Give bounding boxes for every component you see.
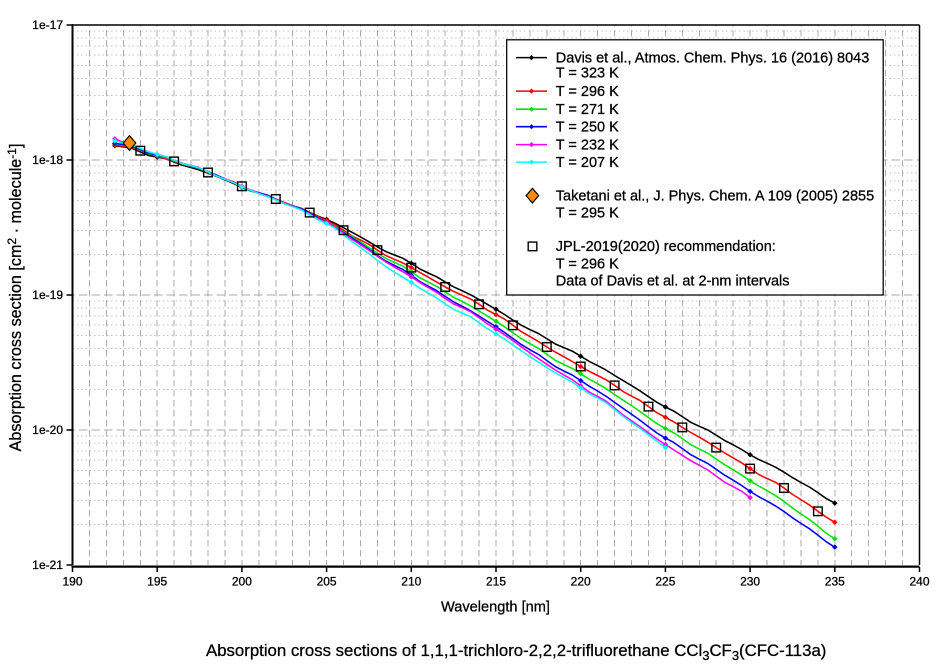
svg-text:T = 250 K: T = 250 K <box>556 120 619 136</box>
svg-text:220: 220 <box>571 575 591 589</box>
svg-text:235: 235 <box>825 575 845 589</box>
svg-text:1e-21: 1e-21 <box>32 558 63 572</box>
svg-text:Taketani et al., J. Phys. Chem: Taketani et al., J. Phys. Chem. A 109 (2… <box>556 188 874 204</box>
svg-text:JPL-2019(2020) recommendation:: JPL-2019(2020) recommendation: <box>556 239 776 255</box>
svg-text:Data of Davis et al. at 2-nm i: Data of Davis et al. at 2-nm intervals <box>556 274 790 290</box>
svg-text:1e-18: 1e-18 <box>32 153 63 167</box>
svg-text:225: 225 <box>655 575 675 589</box>
svg-text:1e-20: 1e-20 <box>32 423 63 437</box>
svg-text:T = 295 K: T = 295 K <box>556 205 619 221</box>
svg-text:Wavelength [nm]: Wavelength [nm] <box>441 599 550 615</box>
svg-text:T = 207 K: T = 207 K <box>556 155 619 171</box>
svg-text:Absorption cross sections of 1: Absorption cross sections of 1,1,1-trich… <box>206 641 826 663</box>
svg-text:T = 232 K: T = 232 K <box>556 137 619 153</box>
svg-text:Davis et al., Atmos. Chem. Phy: Davis et al., Atmos. Chem. Phys. 16 (201… <box>556 50 870 66</box>
svg-text:190: 190 <box>62 575 82 589</box>
svg-text:240: 240 <box>909 575 929 589</box>
svg-text:T = 271 K: T = 271 K <box>556 102 619 118</box>
svg-text:1e-17: 1e-17 <box>32 18 63 32</box>
svg-text:200: 200 <box>232 575 252 589</box>
svg-text:205: 205 <box>317 575 337 589</box>
svg-text:T = 296 K: T = 296 K <box>556 84 619 100</box>
svg-text:195: 195 <box>147 575 167 589</box>
svg-text:T = 296 K: T = 296 K <box>556 257 619 273</box>
svg-text:Absorption cross section [cm2: Absorption cross section [cm2 · molecule… <box>5 144 25 452</box>
svg-text:210: 210 <box>401 575 421 589</box>
svg-text:1e-19: 1e-19 <box>32 288 63 302</box>
svg-text:215: 215 <box>486 575 506 589</box>
svg-text:T = 323 K: T = 323 K <box>556 65 619 81</box>
svg-text:230: 230 <box>740 575 760 589</box>
